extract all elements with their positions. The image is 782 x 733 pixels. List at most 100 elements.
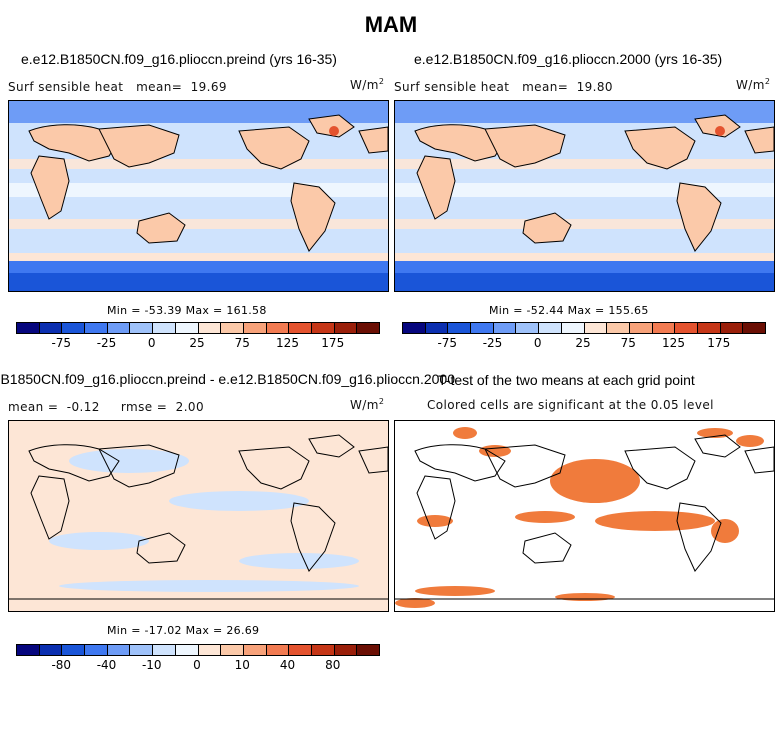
colorbar-segment [425, 323, 449, 333]
sig-patch-12 [395, 598, 435, 608]
panel1-mean-label: mean= [136, 80, 183, 94]
coastlines [395, 434, 774, 600]
panel1-map [8, 100, 389, 292]
difference-background [9, 421, 388, 611]
asia-east [484, 124, 566, 168]
panel4-subtitle: Colored cells are significant at the 0.0… [427, 398, 714, 412]
colorbar-segment [221, 645, 244, 655]
panel2-variable-name: Surf sensible heat [394, 80, 510, 94]
panel1-variable-name: Surf sensible heat [8, 80, 124, 94]
neg-patch-3 [49, 532, 149, 550]
europe [744, 446, 774, 474]
panel1-colorbar [16, 322, 380, 334]
panel1-max-value: 161.58 [226, 304, 267, 317]
colorbar-tick-label: 175 [707, 336, 731, 350]
panel2-colorbar-labels: -75 -25 0 25 75 125 175 [402, 336, 764, 352]
colorbar-segment [130, 323, 154, 333]
colorbar-tick-label: 0 [147, 336, 156, 350]
colorbar-segment [62, 645, 86, 655]
panel3-minmax: Min = -17.02 Max = 26.69 [107, 624, 259, 637]
antarctic-core [9, 273, 388, 291]
panel4-title: T-test of the two means at each grid poi… [438, 372, 695, 388]
panel1-minmax: Min = -53.39 Max = 161.58 [107, 304, 267, 317]
panel2-map-svg [395, 101, 774, 291]
colorbar-segment [85, 645, 108, 655]
asia-east [98, 124, 180, 168]
africa [416, 475, 456, 540]
panel2-min-value: -52.44 [526, 304, 564, 317]
panel2-units: W/m2 [736, 77, 770, 92]
colorbar-segment [243, 323, 267, 333]
panel3-map-svg [9, 421, 388, 611]
colorbar-segment [243, 645, 267, 655]
panel3-units-base: W/m [350, 398, 379, 412]
colorbar-segment [584, 323, 608, 333]
colorbar-segment [289, 323, 312, 333]
panel1-max-label: Max = [185, 304, 223, 317]
panel1-units: W/m2 [350, 77, 384, 92]
neg-patch-5 [59, 580, 359, 592]
asia-east [484, 444, 566, 488]
southern-ocean-band [9, 253, 388, 261]
panel2-mean-label: mean= [522, 80, 569, 94]
colorbar-tick-label: -80 [51, 658, 72, 672]
south-america [290, 182, 336, 252]
asia-west [414, 124, 506, 162]
panel2-variable: Surf sensible heat mean= 19.80 [394, 80, 613, 94]
colorbar-segment [334, 645, 358, 655]
negative-patches [49, 449, 359, 592]
colorbar-segment [85, 323, 108, 333]
colorbar-tick-label: -40 [96, 658, 117, 672]
colorbar-tick-label: 0 [533, 336, 542, 350]
panel3-min-value: -17.02 [144, 624, 182, 637]
north-america [624, 446, 696, 490]
colorbar-segment [652, 323, 676, 333]
colorbar-segment [629, 323, 653, 333]
subtropical-band-n [395, 159, 774, 169]
africa [416, 155, 456, 220]
panel3-max-label: Max = [185, 624, 223, 637]
colorbar-segment [221, 323, 244, 333]
hotspot [715, 126, 725, 136]
greenland [308, 434, 355, 458]
panel3-title: e.e12.B1850CN.f09_g16.plioccn.preind - e… [0, 371, 455, 387]
colorbar-segment [62, 323, 86, 333]
sig-patch-3 [550, 459, 640, 503]
sig-patch-5 [515, 511, 575, 523]
colorbar-segment [448, 323, 472, 333]
colorbar-tick-label: 25 [575, 336, 591, 350]
colorbar-segment [675, 323, 698, 333]
panel4-map [394, 420, 775, 612]
north-america [624, 126, 696, 170]
colorbar-tick-label: 125 [276, 336, 299, 350]
colorbar-segment [198, 645, 222, 655]
colorbar-tick-label: 40 [279, 658, 296, 672]
colorbar-segment [539, 323, 562, 333]
colorbar-tick-label: -75 [51, 336, 72, 350]
colorbar-segment [493, 323, 517, 333]
colorbar-segment [471, 323, 494, 333]
asia-west [28, 124, 120, 162]
panel1-map-svg [9, 101, 388, 291]
panel3-rmse-label: rmse = [120, 400, 168, 414]
colorbar-segment [175, 645, 199, 655]
sig-patch-11 [555, 593, 615, 601]
colorbar-segment [720, 323, 744, 333]
colorbar-tick-label: -25 [96, 336, 117, 350]
colorbar-segment [334, 323, 358, 333]
panel1-title: e.e12.B1850CN.f09_g16.plioccn.preind (yr… [21, 51, 337, 67]
colorbar-tick-label: -75 [437, 336, 458, 350]
colorbar-segment [39, 323, 63, 333]
south-america [676, 502, 722, 572]
panel1-min-label: Min = [107, 304, 141, 317]
panel3-min-label: Min = [107, 624, 141, 637]
panel3-map [8, 420, 389, 612]
europe [358, 126, 388, 154]
panel2-mean-value: 19.80 [576, 80, 613, 94]
panel3-mean-value: -0.12 [66, 400, 100, 414]
panel3-units: W/m2 [350, 397, 384, 412]
panel4-map-svg [395, 421, 774, 611]
colorbar-segment [516, 323, 540, 333]
panel2-max-value: 155.65 [608, 304, 649, 317]
australia [136, 212, 186, 244]
